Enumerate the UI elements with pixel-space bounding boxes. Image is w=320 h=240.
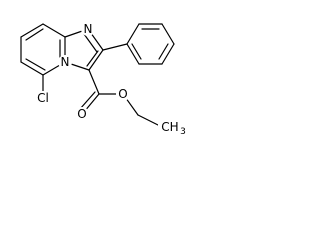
bond (20, 23, 44, 38)
page: {"atoms": [{"label": "N"}, {"label": "N"… (0, 0, 192, 146)
bond (102, 43, 128, 51)
label-bg (58, 55, 72, 69)
label-bg (81, 22, 95, 36)
bond (42, 23, 66, 38)
atom-label: O (118, 87, 127, 101)
bonds (20, 23, 175, 127)
bond (126, 23, 140, 45)
double-bond (158, 43, 169, 60)
atom-label-subscript: 3 (180, 127, 186, 137)
label-bg (75, 107, 89, 121)
atom-label: N (61, 55, 70, 69)
label-bg (158, 119, 186, 137)
bond (88, 49, 104, 71)
bond (137, 114, 161, 127)
double-bond (25, 58, 46, 71)
bond (161, 23, 175, 45)
bond (20, 61, 44, 76)
bond (88, 69, 100, 95)
atom-label: N (84, 22, 93, 36)
double-bond (83, 33, 98, 53)
bond (126, 43, 140, 65)
atom-label: CH (161, 120, 178, 134)
double-bond (79, 91, 96, 110)
label-bg (34, 91, 52, 105)
double-bond (86, 50, 99, 67)
atom-labels: N N Cl O O CH 3 (34, 22, 186, 137)
double-bond (25, 28, 44, 41)
atom-label: Cl (37, 91, 49, 105)
atom-label: O (77, 107, 86, 121)
double-bond (131, 43, 142, 60)
molecule: N N Cl O O CH 3 (20, 22, 186, 137)
bond (161, 43, 175, 65)
label-bg (116, 87, 130, 101)
